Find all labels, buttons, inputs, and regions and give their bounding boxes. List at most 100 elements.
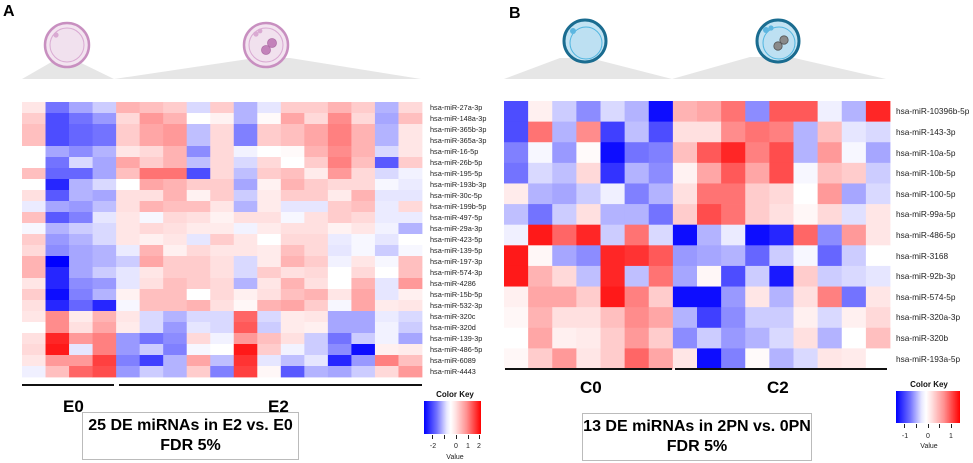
group-header-c2-label: C2 [769,79,789,96]
heatmap-cell [351,355,376,367]
heatmap-cell [351,267,376,279]
heatmap-cell [504,307,529,329]
heatmap-cell [22,234,46,246]
heatmap-cell [351,366,376,378]
row-label: hsa-miR-139-5p [430,246,483,256]
heatmap-cell [697,224,722,246]
heatmap-cell [374,333,399,345]
heatmap-cell [163,135,188,147]
heatmap-cell [22,366,46,378]
color-key-a-ticklabel: 2 [477,443,481,450]
heatmap-cell [186,124,211,136]
heatmap-cell [672,224,698,246]
heatmap-cell [186,113,211,125]
color-key-a-ticklabel: 0 [454,443,458,450]
heatmap-cell [139,157,164,169]
color-key-b-ticklabel: 0 [926,433,930,440]
heatmap-cell [504,327,529,349]
color-key-a-ticklabel: -2 [429,443,437,450]
heatmap-cell [552,162,577,184]
heatmap-cell [672,162,698,184]
heatmap-cell [280,179,305,191]
heatmap-cell [45,223,70,235]
row-label: hsa-miR-365a-3p [430,136,487,146]
heatmap-cell [257,300,282,312]
row-label: hsa-miR-195-5p [430,169,483,179]
heatmap-cell [721,183,746,205]
heatmap-cell [139,322,164,334]
heatmap-cell [528,327,553,349]
heatmap-cell [139,102,164,114]
heatmap-cell [528,348,553,370]
heatmap-cell [233,278,258,290]
heatmap-cell [624,327,650,349]
group-header-c0: C0 [504,78,672,98]
heatmap-cell [280,278,305,290]
heatmap-cell [186,322,211,334]
heatmap-cell [116,234,141,246]
heatmap-cell [210,300,235,312]
color-key-a-tick [479,435,480,439]
heatmap-cell [280,344,305,356]
heatmap-cell [22,212,46,224]
row-label: hsa-miR-27a-3p [430,103,483,113]
heatmap-cell [841,327,867,349]
heatmap-cell [745,348,770,370]
heatmap-cell [257,344,282,356]
heatmap-cell [45,212,70,224]
group-header-e0-label: E0 [58,80,78,97]
heatmap-cell [163,311,188,323]
heatmap-cell [163,267,188,279]
heatmap-cell [793,204,819,226]
heatmap-cell [45,157,70,169]
heatmap-cell [139,355,164,367]
heatmap-cell [116,311,141,323]
heatmap-cell [210,256,235,268]
heatmap-cell [280,113,305,125]
heatmap-cell [163,168,188,180]
cone-e0 [22,60,114,79]
heatmap-cell [280,300,305,312]
heatmap-cell [45,333,70,345]
color-key-b-gradient [896,391,960,423]
heatmap-cell [374,102,399,114]
heatmap-cell [69,366,93,378]
heatmap-cell [233,124,258,136]
heatmap-cell [210,223,235,235]
heatmap-cell [721,162,746,184]
heatmap-cell [745,286,770,308]
heatmap-cell [45,355,70,367]
heatmap-cell [374,278,399,290]
heatmap-cell [186,201,211,213]
heatmap-cell [280,333,305,345]
heatmap-cell [697,121,722,143]
heatmap-cell [257,278,282,290]
heatmap-cell [351,102,376,114]
heatmap-cell [398,322,423,334]
heatmap-cell [552,183,577,205]
heatmap-cell [576,121,601,143]
heatmap-cell [374,344,399,356]
heatmap-cell [163,355,188,367]
heatmap-cell [327,366,352,378]
heatmap-cell [69,201,93,213]
heatmap-cell [624,183,650,205]
row-label: hsa-miR-10396b-5p [896,106,970,117]
heatmap-cell [817,286,843,308]
heatmap-cell [233,344,258,356]
caption-b-line1: 13 DE miRNAs in 2PN vs. 0PN [583,418,811,435]
heatmap-cell [233,190,258,202]
heatmap-cell [304,113,329,125]
heatmap-cell [398,366,423,378]
heatmap-cell [233,113,258,125]
heatmap-cell [139,135,164,147]
heatmap-cell [769,142,794,164]
heatmap-cell [22,190,46,202]
heatmap-cell [69,190,93,202]
heatmap-cell [398,124,423,136]
heatmap-cell [22,124,46,136]
heatmap-cell [257,157,282,169]
heatmap-cell [45,256,70,268]
bottom-label-c2: C2 [767,378,789,397]
row-label: hsa-miR-26b-5p [430,158,483,168]
